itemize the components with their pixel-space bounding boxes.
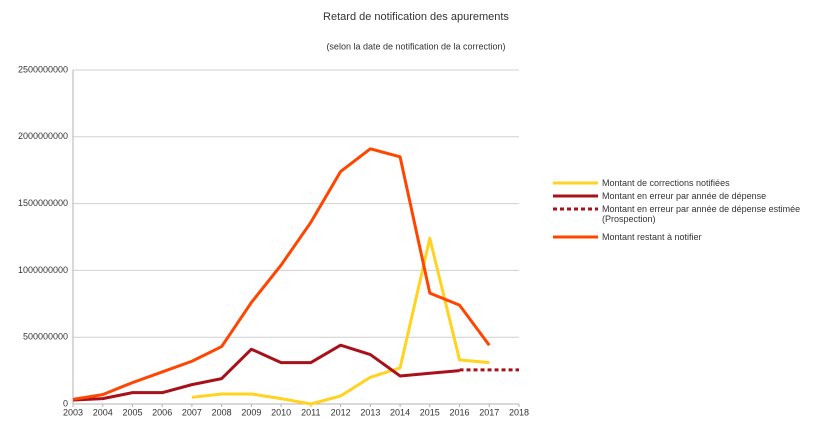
x-tick-label: 2005 bbox=[122, 407, 142, 417]
x-tick-label: 2015 bbox=[420, 407, 440, 417]
series-line bbox=[72, 343, 460, 402]
x-tick-label: 2012 bbox=[331, 407, 351, 417]
x-tick-label: 2004 bbox=[93, 407, 113, 417]
x-tick-label: 2008 bbox=[212, 407, 232, 417]
x-tick-label: 2010 bbox=[271, 407, 291, 417]
series-line bbox=[72, 147, 491, 401]
x-tick-label: 2014 bbox=[390, 407, 410, 417]
legend-label: Montant restant à notifier bbox=[602, 232, 702, 242]
x-tick-label: 2006 bbox=[152, 407, 172, 417]
legend-label: Montant en erreur par année de dépense e… bbox=[602, 204, 801, 224]
x-tick-label: 2016 bbox=[450, 407, 470, 417]
y-tick-label: 1000000000 bbox=[18, 265, 68, 275]
x-tick-label: 2018 bbox=[509, 407, 529, 417]
x-tick-label: 2009 bbox=[241, 407, 261, 417]
y-tick-label: 2500000000 bbox=[18, 64, 68, 74]
chart-title: Retard de notification des apurements bbox=[323, 11, 509, 23]
x-tick-label: 2017 bbox=[479, 407, 499, 417]
x-tick-label: 2007 bbox=[182, 407, 202, 417]
legend-label: Montant de corrections notifiées bbox=[602, 178, 730, 188]
x-tick-label: 2011 bbox=[301, 407, 320, 417]
y-tick-label: 500000000 bbox=[23, 332, 68, 342]
x-tick-label: 2003 bbox=[63, 407, 83, 417]
x-tick-label: 2013 bbox=[360, 407, 380, 417]
legend-label: Montant en erreur par année de dépense bbox=[602, 191, 767, 201]
y-tick-label: 0 bbox=[63, 398, 68, 408]
y-tick-label: 2000000000 bbox=[18, 131, 68, 141]
y-tick-label: 1500000000 bbox=[18, 198, 68, 208]
series-line bbox=[191, 236, 490, 406]
chart-subtitle: (selon la date de notification de la cor… bbox=[326, 41, 505, 51]
